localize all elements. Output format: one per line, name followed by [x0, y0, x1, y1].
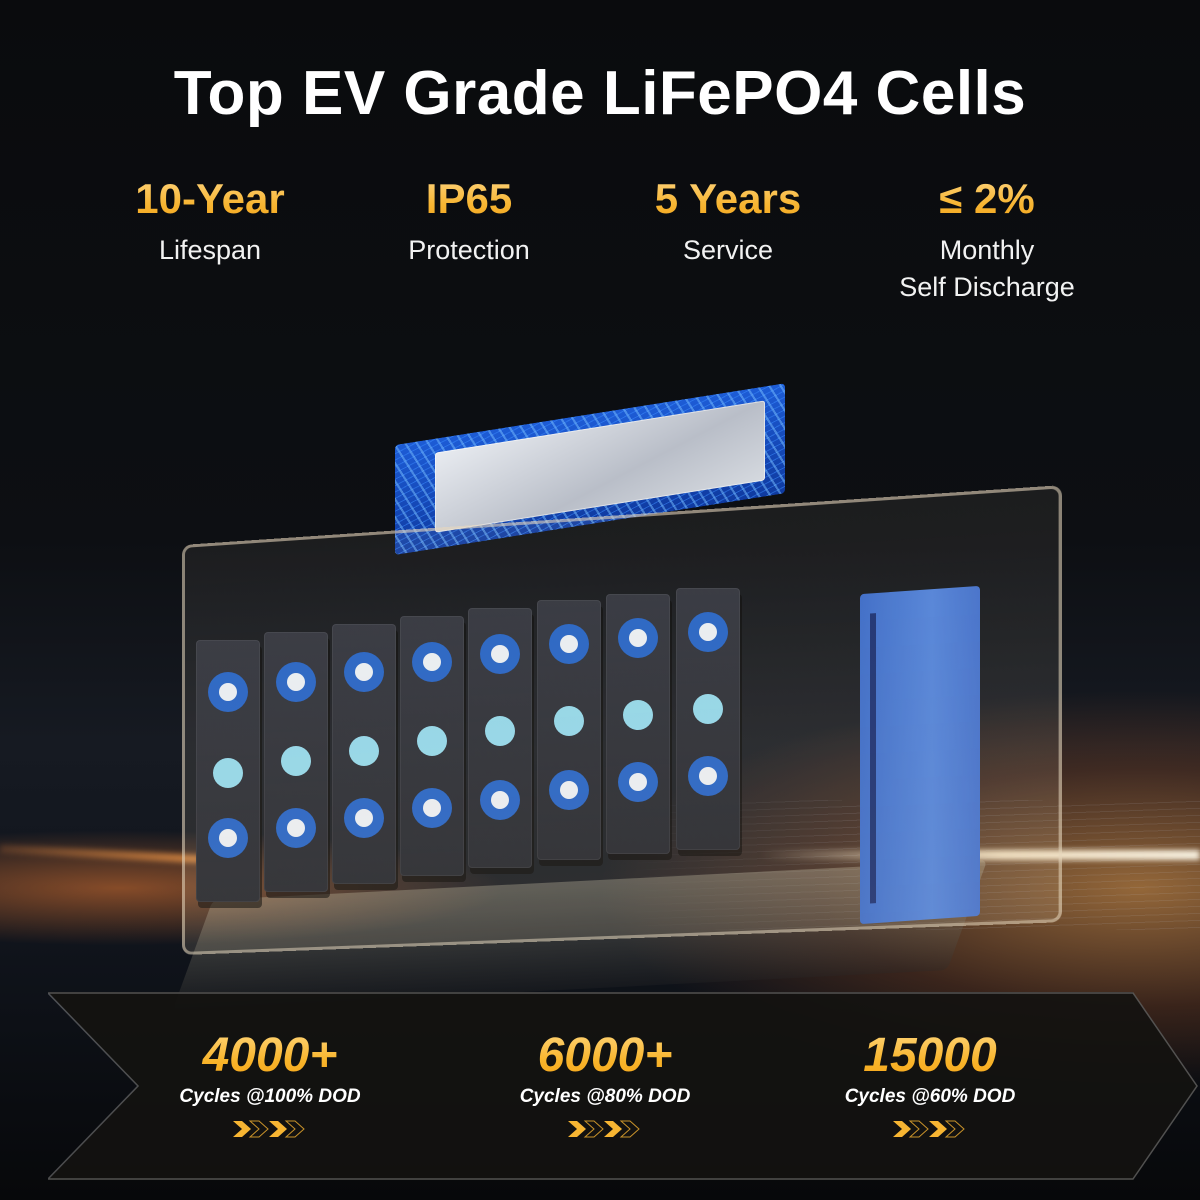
feature-value: 10-Year	[80, 172, 340, 226]
horizon-glow-right	[760, 850, 1200, 860]
feature-protection: IP65 Protection	[339, 172, 599, 269]
battery-cell	[676, 588, 740, 850]
battery-cell	[264, 632, 328, 892]
transparent-case	[182, 485, 1062, 955]
feature-value: 5 Years	[598, 172, 858, 226]
terminal-icon	[344, 798, 384, 838]
feature-label-line2: Self Discharge	[899, 272, 1075, 302]
chevron-arrows-icon	[780, 1120, 1080, 1138]
chevron-arrows-icon	[120, 1120, 420, 1138]
terminal-icon	[549, 770, 589, 810]
feature-label: Monthly Self Discharge	[857, 232, 1117, 306]
cycle-caption: Cycles @80% DOD	[519, 1086, 691, 1107]
terminal-icon	[412, 788, 452, 828]
terminal-icon	[276, 808, 316, 848]
battery-cell	[468, 608, 532, 868]
battery-cell	[196, 640, 260, 902]
feature-label-line1: Monthly	[939, 235, 1035, 265]
feature-value: ≤ 2%	[857, 172, 1117, 226]
cycle-stat-80: 6000+ Cycles @80% DOD	[455, 1030, 755, 1138]
feature-label: Protection	[408, 235, 530, 265]
terminal-icon	[412, 642, 452, 682]
terminal-icon	[208, 818, 248, 858]
cycle-count: 4000+	[120, 1030, 420, 1082]
feature-lifespan: 10-Year Lifespan	[80, 172, 340, 269]
battery-cell	[606, 594, 670, 854]
terminal-icon	[417, 726, 447, 756]
feature-label: Service	[682, 235, 774, 265]
feature-value: IP65	[339, 172, 599, 226]
terminal-icon	[623, 700, 653, 730]
terminal-icon	[276, 662, 316, 702]
terminal-icon	[344, 652, 384, 692]
terminal-icon	[213, 758, 243, 788]
cycle-stat-100: 4000+ Cycles @100% DOD	[120, 1030, 420, 1138]
feature-label: Lifespan	[158, 235, 262, 265]
cycle-stats-banner	[48, 992, 1198, 1180]
battery-cell	[400, 616, 464, 876]
feature-service: 5 Years Service	[598, 172, 858, 269]
cycle-caption: Cycles @60% DOD	[844, 1086, 1016, 1107]
terminal-icon	[208, 672, 248, 712]
terminal-icon	[618, 762, 658, 802]
terminal-icon	[618, 618, 658, 658]
terminal-icon	[281, 746, 311, 776]
terminal-icon	[554, 706, 584, 736]
terminal-icon	[688, 756, 728, 796]
terminal-icon	[480, 780, 520, 820]
feature-self-discharge: ≤ 2% Monthly Self Discharge	[857, 172, 1117, 306]
terminal-icon	[349, 736, 379, 766]
terminal-icon	[485, 716, 515, 746]
battery-cell	[537, 600, 601, 860]
battery-cell	[332, 624, 396, 884]
terminal-icon	[693, 694, 723, 724]
chevron-arrows-icon	[455, 1120, 755, 1138]
cycle-stat-60: 15000 Cycles @60% DOD	[780, 1030, 1080, 1138]
terminal-icon	[688, 612, 728, 652]
page-title: Top EV Grade LiFePO4 Cells	[173, 59, 1027, 128]
cycle-caption: Cycles @100% DOD	[179, 1086, 361, 1107]
terminal-icon	[480, 634, 520, 674]
cycle-count: 15000	[780, 1030, 1080, 1082]
cycle-count: 6000+	[455, 1030, 755, 1082]
terminal-icon	[549, 624, 589, 664]
